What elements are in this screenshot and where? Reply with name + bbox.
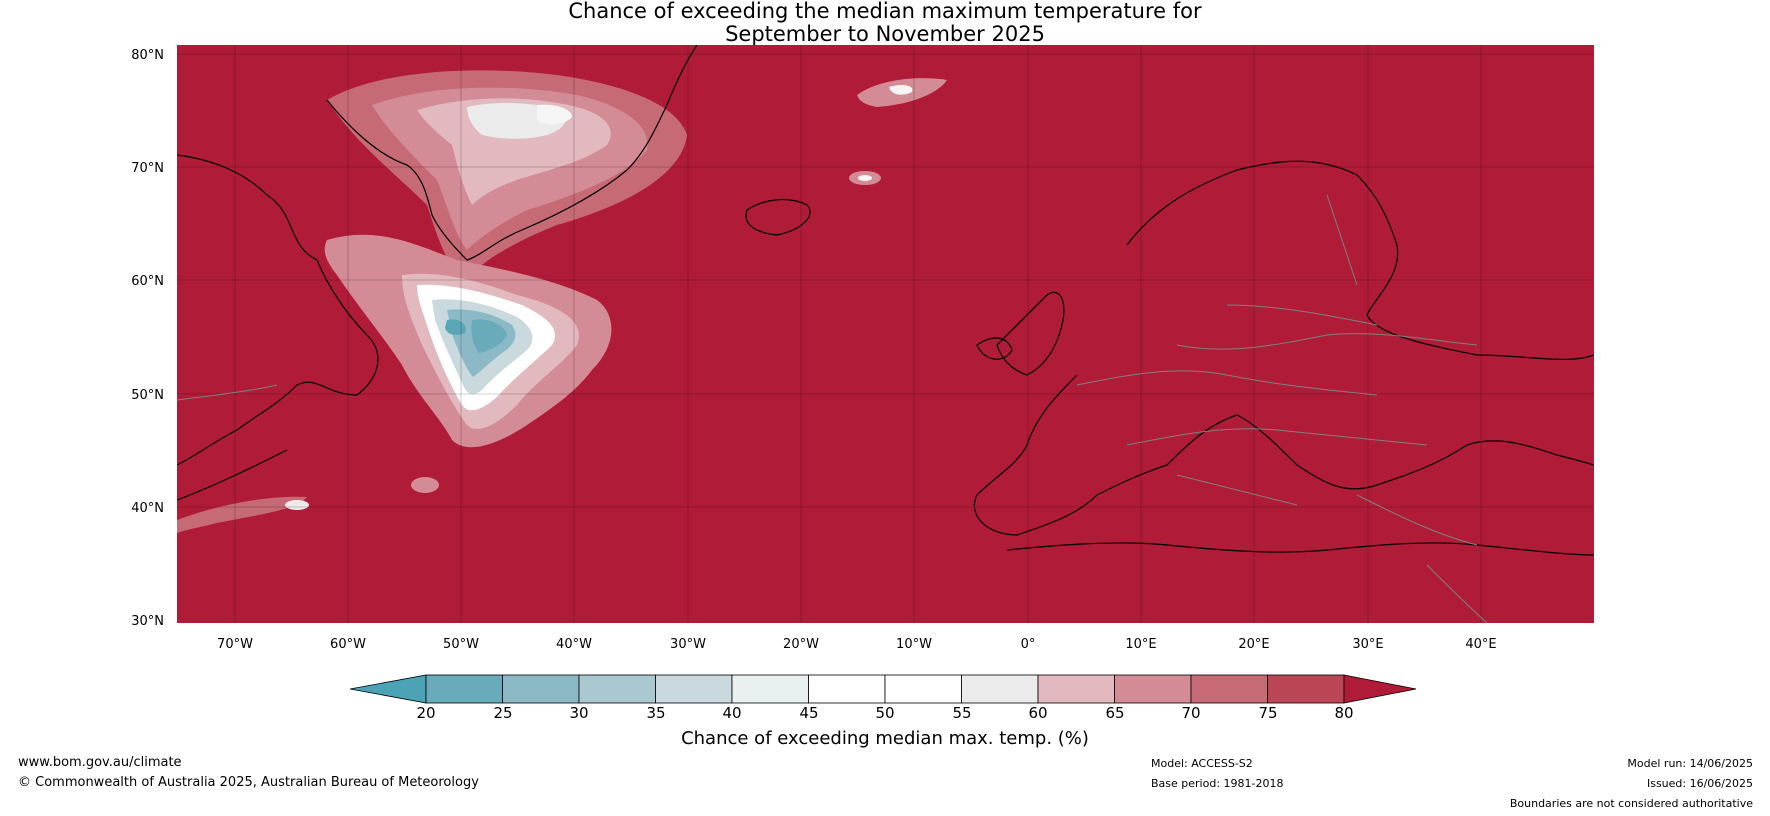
probability-map [177, 45, 1594, 623]
colorbar-tick-40: 40 [722, 704, 742, 722]
colorbar-tick-45: 45 [799, 704, 819, 722]
title-line-2: September to November 2025 [725, 22, 1045, 46]
lon-label-0: 0° [1020, 637, 1036, 652]
lon-label-30e: 30°E [1352, 637, 1384, 652]
lon-label-20e: 20°E [1238, 637, 1270, 652]
colorbar-over-arrow [1343, 674, 1417, 704]
colorbar-segment [425, 674, 503, 704]
lat-label-40n: 40°N [131, 501, 164, 516]
colorbar-segment [502, 674, 580, 704]
colorbar-segment [655, 674, 733, 704]
colorbar-segment [578, 674, 656, 704]
colorbar-tick-65: 65 [1105, 704, 1125, 722]
colorbar [350, 674, 1417, 704]
coastlines [177, 45, 1594, 556]
colorbar-under-arrow [350, 674, 427, 704]
colorbar-segment [731, 674, 809, 704]
footer-model: Model: ACCESS-S2 [1151, 757, 1253, 770]
colorbar-tick-75: 75 [1258, 704, 1278, 722]
footer-model-run: Model run: 14/06/2025 [1627, 757, 1753, 770]
lon-label-30w: 30°W [670, 637, 706, 652]
footer-website: www.bom.gov.au/climate [18, 755, 182, 770]
colorbar-segment [1190, 674, 1268, 704]
footer-copyright: © Commonwealth of Australia 2025, Austra… [18, 775, 479, 790]
footer-issued: Issued: 16/06/2025 [1646, 777, 1753, 790]
colorbar-tick-70: 70 [1181, 704, 1201, 722]
lat-label-50n: 50°N [131, 388, 164, 403]
colorbar-segment [1037, 674, 1115, 704]
lon-label-40e: 40°E [1465, 637, 1497, 652]
colorbar-tick-25: 25 [493, 704, 513, 722]
graticule [177, 45, 1594, 623]
lon-label-40w: 40°W [556, 637, 592, 652]
colorbar-tick-35: 35 [646, 704, 666, 722]
colorbar-segment [884, 674, 962, 704]
title-line-1: Chance of exceeding the median maximum t… [568, 0, 1202, 23]
footer-disclaimer: Boundaries are not considered authoritat… [1509, 797, 1753, 810]
colorbar-label: Chance of exceeding median max. temp. (%… [681, 728, 1089, 749]
colorbar-segment [808, 674, 886, 704]
colorbar-tick-55: 55 [952, 704, 972, 722]
colorbar-segment [961, 674, 1039, 704]
small-anomalies [177, 78, 947, 533]
colorbar-tick-80: 80 [1334, 704, 1354, 722]
country-borders [177, 194, 1488, 623]
colorbar-tick-60: 60 [1028, 704, 1048, 722]
colorbar-segment [1267, 674, 1345, 704]
lat-label-60n: 60°N [131, 274, 164, 289]
colorbar-tick-20: 20 [416, 704, 436, 722]
colorbar-segment [1114, 674, 1192, 704]
lon-label-20w: 20°W [783, 637, 819, 652]
greenland-anomaly [327, 70, 687, 280]
lon-label-10e: 10°E [1125, 637, 1157, 652]
lon-label-60w: 60°W [330, 637, 366, 652]
lon-label-10w: 10°W [896, 637, 932, 652]
lat-label-70n: 70°N [131, 161, 164, 176]
lat-label-30n: 30°N [131, 614, 164, 629]
footer-base-period: Base period: 1981-2018 [1151, 777, 1284, 790]
lon-label-50w: 50°W [443, 637, 479, 652]
chart-title: Chance of exceeding the median maximum t… [0, 0, 1770, 46]
lon-label-70w: 70°W [217, 637, 253, 652]
lat-label-80n: 80°N [131, 48, 164, 63]
atlantic-cold-anomaly [324, 234, 612, 448]
colorbar-tick-30: 30 [569, 704, 589, 722]
colorbar-tick-50: 50 [875, 704, 895, 722]
